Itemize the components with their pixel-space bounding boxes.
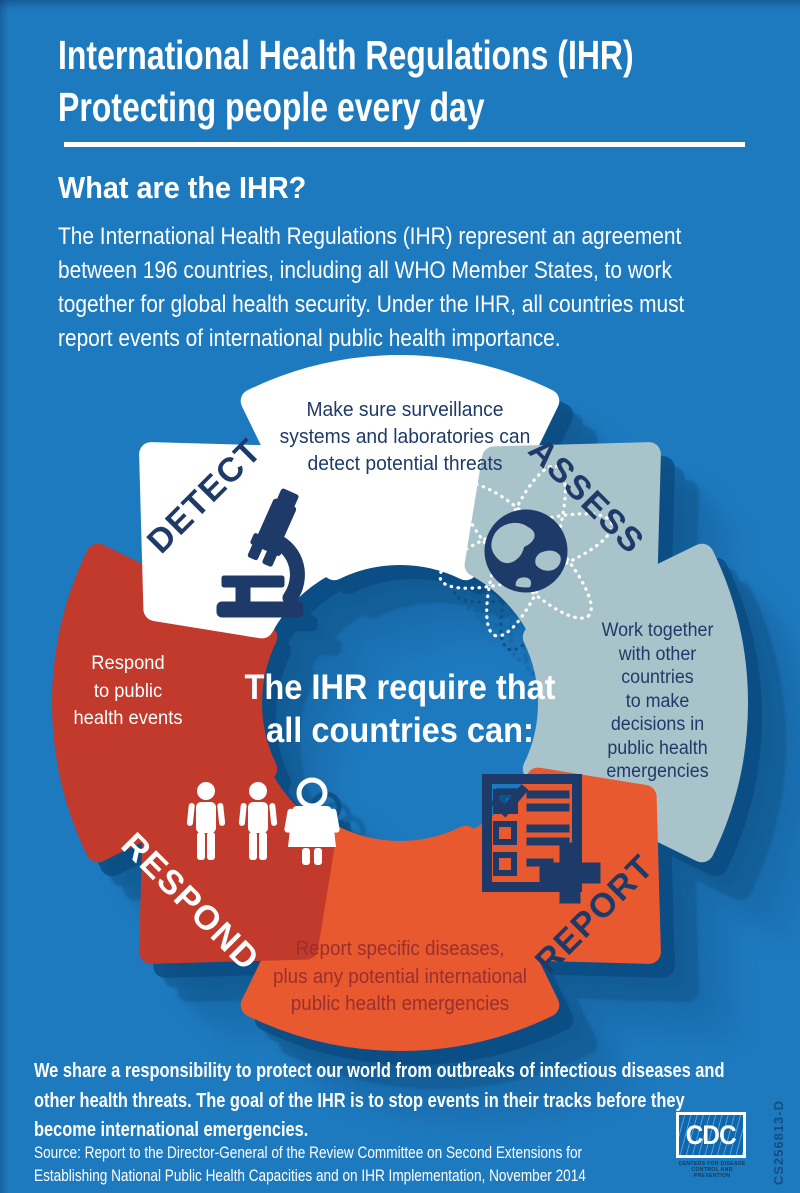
footer-message: We share a responsibility to protect our… xyxy=(34,1059,725,1141)
ring-segments xyxy=(51,354,749,1052)
intro-line: The International Health Regulations (IH… xyxy=(58,223,682,250)
intro-line: report events of international public he… xyxy=(58,325,561,352)
cdc-logo-text: CDC xyxy=(686,1119,737,1150)
person-figure xyxy=(186,782,226,860)
globe-continents xyxy=(491,522,561,590)
diagram-center-text: The IHR require that all countries can: xyxy=(244,668,556,750)
cdc-logo-caption: CENTERS FOR DISEASE CONTROL AND PREVENTI… xyxy=(678,1161,746,1179)
poster-title-line1: International Health Regulations (IHR) xyxy=(58,32,634,78)
intro-line: together for global health security. Und… xyxy=(58,291,685,318)
report-description: Report specific diseases, plus any poten… xyxy=(273,938,527,1015)
clipboard-outline xyxy=(482,774,582,892)
left-edge-shade xyxy=(0,0,9,1193)
document-code: CS256813-D xyxy=(771,1100,786,1186)
check-mark xyxy=(489,784,529,818)
intro-paragraph: The International Health Regulations (IH… xyxy=(58,220,684,356)
top-edge-shade xyxy=(0,0,800,10)
globe-icon xyxy=(438,464,614,638)
poster-title-line2: Protecting people every day xyxy=(58,84,485,130)
medical-cross xyxy=(539,842,601,904)
intro-line: between 196 countries, including all WHO… xyxy=(58,257,672,284)
hazmat-figure xyxy=(284,777,340,865)
footer-source: Source: Report to the Director-General o… xyxy=(34,1143,586,1185)
person-figure xyxy=(238,782,278,860)
cdc-logo: CDC xyxy=(676,1112,746,1158)
microscope-icon xyxy=(216,488,305,618)
checklist-icon xyxy=(482,774,601,904)
assess-description: Work together with other countries to ma… xyxy=(601,620,714,782)
respond-description: Respond to public health events xyxy=(73,652,183,729)
detect-description: Make sure surveillance systems and labor… xyxy=(279,398,531,475)
intro-heading: What are the IHR? xyxy=(58,170,307,205)
title-divider-rule xyxy=(64,142,745,147)
globe-rim xyxy=(484,509,568,593)
people-icon xyxy=(186,777,340,865)
